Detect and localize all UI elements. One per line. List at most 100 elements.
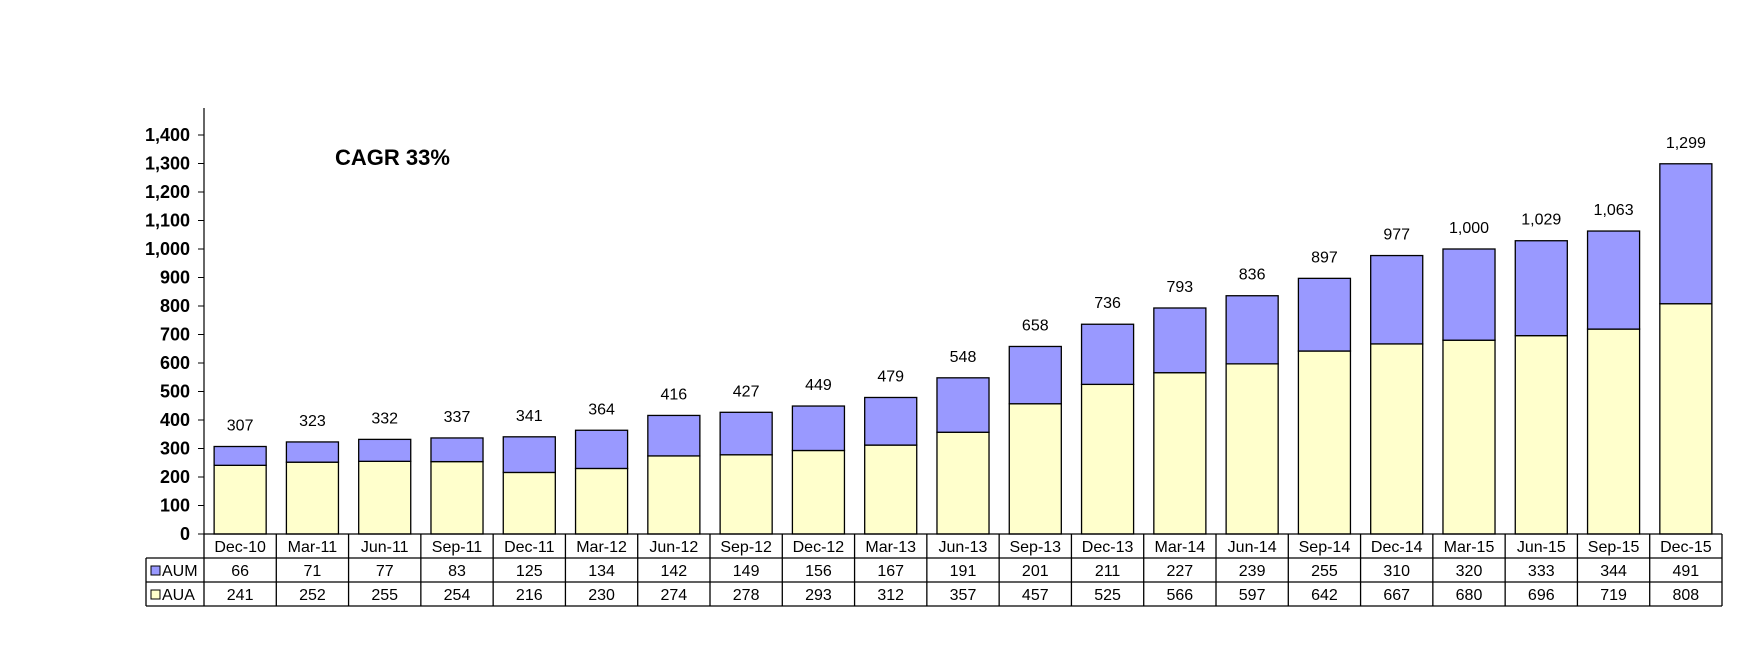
bar-aum: [358, 438, 412, 462]
bar-aum: [791, 405, 846, 452]
bar-aua: [719, 454, 773, 535]
y-tick-label: 200: [160, 467, 190, 487]
table-cell-aum: 149: [733, 563, 760, 580]
table-cell-aum: 333: [1528, 563, 1555, 580]
category-label: Sep-13: [1009, 539, 1061, 556]
legend-label-aum: AUM: [162, 563, 198, 580]
total-labels: 307 323 332 337 341 364 416 427 449 479 548 658 736 7…: [227, 135, 1706, 435]
bar-aua: [1370, 343, 1424, 535]
bar-aua: [647, 455, 701, 535]
bar-aua: [1297, 350, 1352, 535]
table-cell-aum: 491: [1673, 563, 1700, 580]
y-tick-label: 600: [160, 353, 190, 373]
total-label: 897: [1311, 249, 1338, 266]
bar-aua: [1225, 363, 1279, 535]
total-label: 337: [444, 409, 471, 426]
table-cell-aua: 680: [1456, 587, 1483, 604]
bar-aum: [1080, 323, 1135, 386]
total-label: 427: [733, 383, 760, 400]
bar-aum: [647, 414, 701, 457]
table-cell-aum: 167: [877, 563, 904, 580]
table-cell-aua: 255: [371, 587, 398, 604]
total-label: 1,000: [1449, 220, 1489, 237]
y-tick-label: 400: [160, 410, 190, 430]
table-cell-aum: 77: [376, 563, 394, 580]
table-cell-aum: 134: [588, 563, 615, 580]
y-tick-label: 1,400: [145, 125, 190, 145]
y-tick-label: 100: [160, 496, 190, 516]
total-label: 332: [371, 410, 398, 427]
bar-aum: [1153, 307, 1207, 374]
bar-aua: [1153, 372, 1207, 535]
bar-aum: [1659, 163, 1713, 305]
category-label: Dec-12: [793, 539, 845, 556]
bar-aua: [285, 461, 340, 535]
total-label: 323: [299, 413, 326, 430]
legend-swatch-aua: [150, 589, 161, 600]
table-cell-aum: 191: [950, 563, 977, 580]
bar-aum: [502, 436, 556, 474]
category-label: Jun-13: [939, 539, 988, 556]
total-label: 416: [661, 386, 688, 403]
table-cell-aua: 312: [877, 587, 904, 604]
table-cell-aua: 241: [227, 587, 254, 604]
category-label: Dec-15: [1660, 539, 1712, 556]
category-label: Dec-11: [504, 539, 554, 556]
bar-aum: [1586, 230, 1641, 330]
y-axis: 0 100 200 300 400 500 600 700 800 900 1,000 1,100 1,…: [145, 108, 205, 544]
table-cell-aua: 642: [1311, 587, 1338, 604]
data-table: Dec-10 Mar-11 Jun-11 Sep-11 Dec-11 Mar-12 Jun-…: [145, 533, 1723, 607]
table-cell-aua: 293: [805, 587, 832, 604]
y-tick-label: 1,100: [145, 211, 190, 231]
total-label: 836: [1239, 267, 1266, 284]
table-cell-aum: 66: [231, 563, 249, 580]
category-label: Mar-11: [288, 539, 338, 556]
bar-aum: [719, 411, 773, 456]
table-cell-aua: 278: [733, 587, 760, 604]
table-cell-aua: 457: [1022, 587, 1049, 604]
table-cell-aua: 274: [661, 587, 688, 604]
table-cell-aua: 808: [1673, 587, 1700, 604]
bar-aum: [1297, 277, 1352, 352]
y-tick-label: 1,200: [145, 182, 190, 202]
bar-aum: [1370, 254, 1424, 345]
table-cell-aum: 320: [1456, 563, 1483, 580]
bar-aua: [1514, 334, 1568, 535]
table-cell-aum: 344: [1600, 563, 1627, 580]
table-cell-aum: 201: [1022, 563, 1049, 580]
bar-aum: [1442, 248, 1496, 341]
table-cell-aum: 239: [1239, 563, 1266, 580]
category-label: Dec-14: [1371, 539, 1423, 556]
table-cell-aua: 525: [1094, 587, 1121, 604]
category-label: Sep-15: [1588, 539, 1640, 556]
total-label: 736: [1094, 295, 1121, 312]
category-label: Sep-14: [1299, 539, 1351, 556]
category-label: Mar-13: [865, 539, 916, 556]
bar-aua: [1080, 383, 1135, 535]
bar-aum: [864, 396, 918, 446]
bar-aua: [791, 449, 846, 535]
table-cell-aua: 230: [588, 587, 615, 604]
category-label: Mar-15: [1444, 539, 1495, 556]
table-cell-aua: 254: [444, 587, 471, 604]
bar-aum: [213, 445, 267, 466]
bar-aum: [936, 377, 990, 433]
total-label: 307: [227, 418, 254, 435]
category-label: Dec-10: [214, 539, 266, 556]
category-label: Mar-14: [1155, 539, 1206, 556]
bar-aua: [1659, 303, 1713, 535]
bar-aua: [358, 460, 412, 535]
category-label: Jun-14: [1228, 539, 1277, 556]
category-label: Mar-12: [576, 539, 627, 556]
bar-aua: [1442, 339, 1496, 535]
category-label: Sep-12: [720, 539, 772, 556]
bar-aua: [430, 460, 484, 535]
bar-aum: [1514, 240, 1568, 337]
table-cell-aua: 566: [1167, 587, 1194, 604]
total-label: 341: [516, 408, 543, 425]
table-cell-aua: 696: [1528, 587, 1555, 604]
table-cell-aum: 71: [304, 563, 322, 580]
y-tick-label: 300: [160, 439, 190, 459]
total-label: 1,063: [1594, 202, 1634, 219]
bars: [213, 163, 1713, 535]
